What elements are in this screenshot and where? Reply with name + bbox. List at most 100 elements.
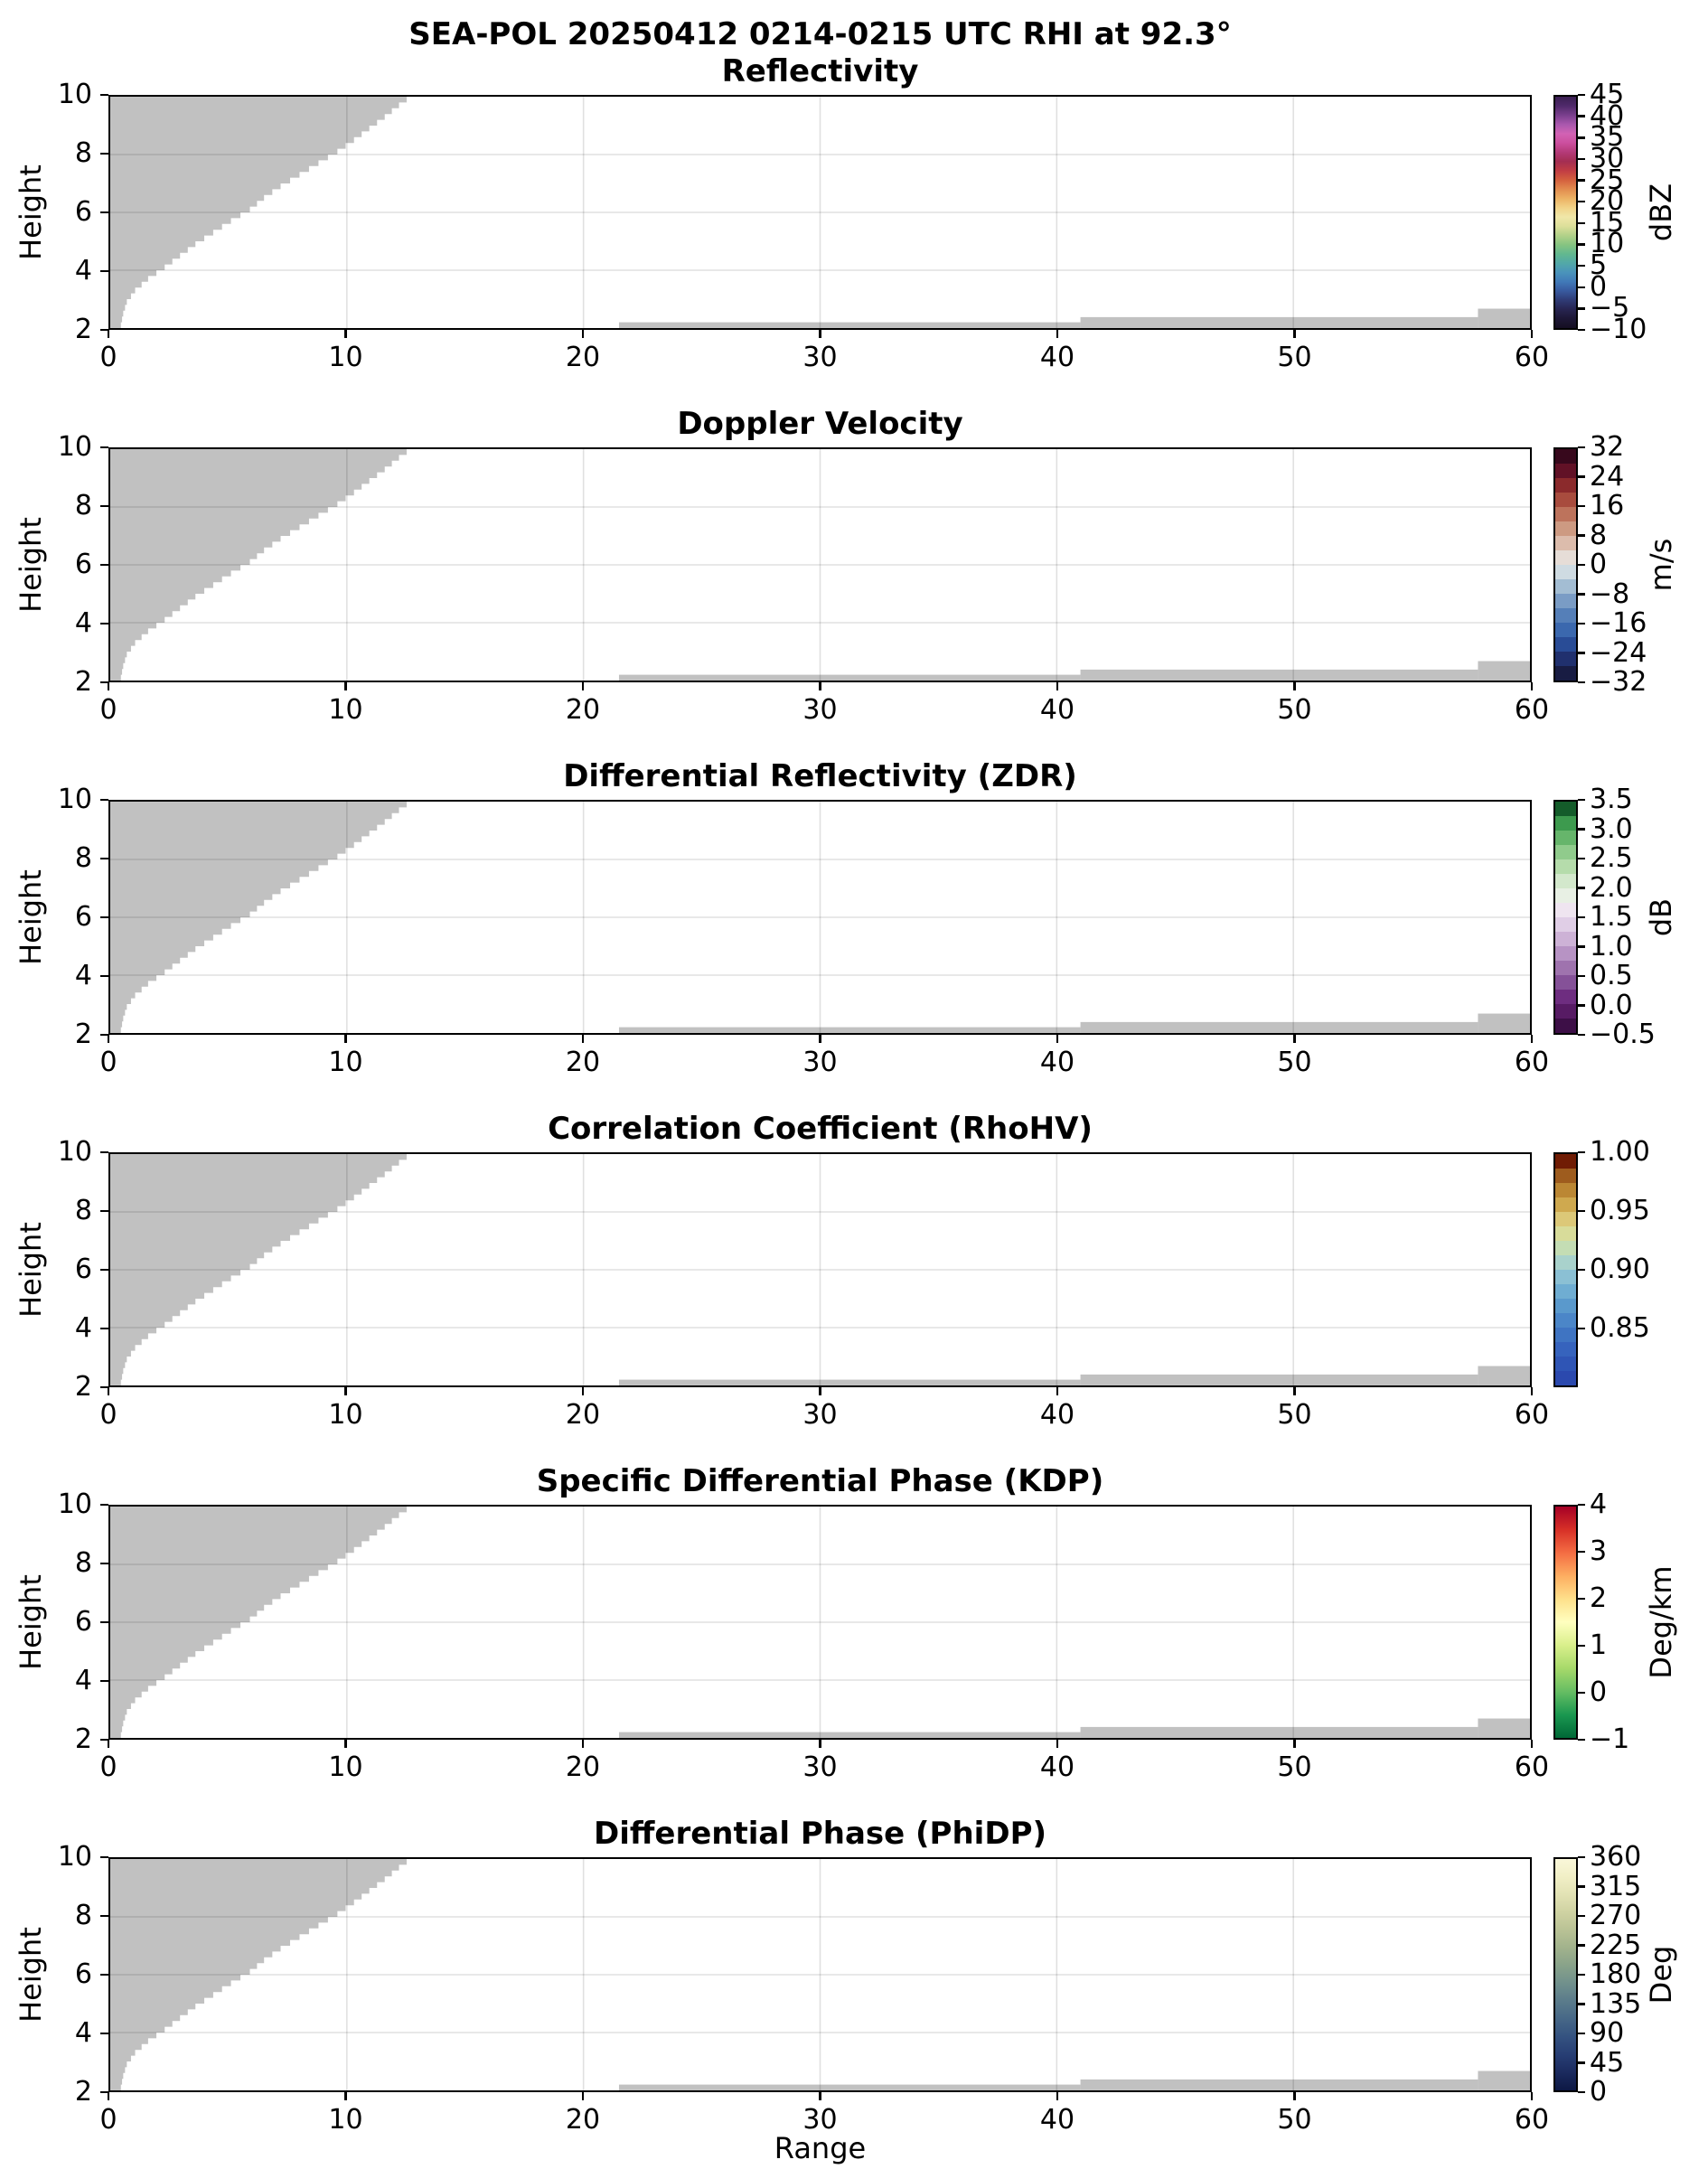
x-tick-mark bbox=[581, 1035, 585, 1043]
y-tick-mark bbox=[100, 857, 108, 860]
colorbar-tick-mark bbox=[1578, 887, 1585, 889]
y-tick-mark bbox=[100, 1973, 108, 1977]
y-tick-mark bbox=[100, 1738, 108, 1742]
colorbar-tick-label: −5 bbox=[1590, 292, 1630, 324]
colorbar-tick-mark bbox=[1578, 1503, 1585, 1507]
x-tick-label: 30 bbox=[802, 694, 838, 726]
x-tick-mark bbox=[107, 682, 110, 690]
y-tick-label: 2 bbox=[74, 2076, 92, 2108]
colorbar-tick-label: 8 bbox=[1590, 519, 1608, 551]
x-tick-mark bbox=[819, 330, 821, 338]
colorbar bbox=[1553, 1857, 1578, 2092]
x-tick-label: 20 bbox=[565, 2104, 601, 2136]
x-tick-mark bbox=[581, 682, 585, 690]
colorbar-tick-label: 5 bbox=[1590, 249, 1608, 282]
y-tick-mark bbox=[100, 798, 108, 802]
colorbar-tick-mark bbox=[1578, 1550, 1585, 1554]
x-tick-mark bbox=[819, 1035, 821, 1043]
colorbar-tick-label: 45 bbox=[1590, 79, 1625, 110]
x-tick-label: 10 bbox=[328, 694, 363, 726]
y-tick-label: 6 bbox=[74, 196, 92, 228]
x-tick-mark bbox=[1530, 1740, 1534, 1748]
y-tick-mark bbox=[100, 328, 108, 332]
x-tick-label: 10 bbox=[328, 1047, 363, 1078]
colorbar-tick-mark bbox=[1578, 798, 1585, 802]
y-tick-mark bbox=[100, 681, 108, 684]
x-tick-mark bbox=[1530, 682, 1534, 690]
y-tick-label: 4 bbox=[74, 607, 92, 639]
colorbar-tick-mark bbox=[1578, 1914, 1585, 1918]
y-tick-mark bbox=[100, 1503, 108, 1507]
y-tick-label: 10 bbox=[57, 1488, 92, 1520]
panel-differential-reflectivity-zdr: Differential Reflectivity (ZDR) Height d… bbox=[0, 758, 1708, 1078]
y-tick-mark bbox=[100, 2032, 108, 2035]
x-tick-label: 0 bbox=[99, 342, 117, 373]
y-tick-mark bbox=[100, 504, 108, 508]
x-tick-mark bbox=[1056, 2092, 1059, 2100]
y-tick-mark bbox=[100, 1385, 108, 1389]
colorbar-tick-label: 4 bbox=[1590, 1488, 1608, 1520]
x-tick-label: 0 bbox=[99, 1047, 117, 1078]
colorbar-tick-mark bbox=[1578, 1738, 1585, 1742]
x-tick-mark bbox=[107, 1387, 110, 1395]
plot-canvas bbox=[110, 97, 1530, 328]
low-level-clutter-strip bbox=[1478, 308, 1530, 328]
colorbar-tick-label: 135 bbox=[1590, 1987, 1642, 2020]
x-tick-mark bbox=[344, 2092, 347, 2100]
colorbar-tick-mark bbox=[1578, 2090, 1585, 2094]
colorbar-tick-mark bbox=[1578, 221, 1585, 225]
colorbar-tick-mark bbox=[1578, 2003, 1585, 2005]
x-tick-mark bbox=[1056, 1035, 1059, 1043]
colorbar-tick-label: −1 bbox=[1590, 1723, 1630, 1755]
x-tick-label: 30 bbox=[802, 1399, 838, 1431]
colorbar-tick-label: 25 bbox=[1590, 164, 1625, 196]
y-tick-label: 10 bbox=[57, 1841, 92, 1873]
colorbar-tick-mark bbox=[1578, 307, 1585, 310]
colorbar-tick-mark bbox=[1578, 136, 1585, 139]
x-tick-mark bbox=[344, 330, 347, 338]
y-tick-label: 8 bbox=[74, 490, 92, 521]
x-tick-label: 30 bbox=[802, 2104, 838, 2136]
low-level-clutter-strip bbox=[618, 1027, 1081, 1033]
x-tick-mark bbox=[819, 1740, 821, 1748]
colorbar-tick-label: 180 bbox=[1590, 1958, 1642, 1990]
x-tick-label: 40 bbox=[1039, 1047, 1075, 1078]
y-tick-label: 4 bbox=[74, 960, 92, 991]
low-level-clutter-strip bbox=[1080, 669, 1478, 681]
colorbar-tick-mark bbox=[1578, 446, 1585, 449]
colorbar-tick-mark bbox=[1578, 1644, 1585, 1648]
low-level-clutter-strip bbox=[1080, 1726, 1478, 1738]
colorbar-tick-mark bbox=[1578, 1209, 1585, 1213]
colorbar-tick-mark bbox=[1578, 1150, 1585, 1154]
x-tick-mark bbox=[1056, 1740, 1059, 1748]
y-tick-label: 2 bbox=[74, 666, 92, 698]
low-level-clutter-strip bbox=[1478, 1366, 1530, 1385]
x-tick-label: 40 bbox=[1039, 1399, 1075, 1431]
x-tick-mark bbox=[1293, 1035, 1296, 1043]
plot-canvas bbox=[110, 1859, 1530, 2090]
x-tick-mark bbox=[1530, 330, 1534, 338]
y-tick-label: 4 bbox=[74, 2017, 92, 2049]
colorbar-tick-label: 225 bbox=[1590, 1929, 1642, 1961]
colorbar-tick-label: 30 bbox=[1590, 142, 1625, 174]
x-tick-mark bbox=[581, 330, 585, 338]
x-tick-label: 40 bbox=[1039, 2104, 1075, 2136]
x-tick-label: 10 bbox=[328, 1751, 363, 1783]
colorbar-tick-label: 1.0 bbox=[1590, 930, 1633, 962]
y-tick-mark bbox=[100, 269, 108, 273]
x-tick-label: 50 bbox=[1277, 1047, 1312, 1078]
plot-area bbox=[108, 447, 1532, 682]
colorbar-tick-label: −0.5 bbox=[1590, 1019, 1656, 1050]
low-level-clutter-strip bbox=[1478, 661, 1530, 681]
x-tick-mark bbox=[1056, 682, 1059, 690]
y-tick-label: 8 bbox=[74, 1900, 92, 1931]
colorbar-tick-mark bbox=[1578, 243, 1585, 246]
x-tick-mark bbox=[1530, 1035, 1534, 1043]
x-tick-mark bbox=[1293, 330, 1296, 338]
x-tick-mark bbox=[344, 1387, 347, 1395]
x-tick-mark bbox=[1293, 682, 1296, 690]
colorbar-tick-label: 315 bbox=[1590, 1870, 1642, 1902]
x-tick-label: 10 bbox=[328, 2104, 363, 2136]
